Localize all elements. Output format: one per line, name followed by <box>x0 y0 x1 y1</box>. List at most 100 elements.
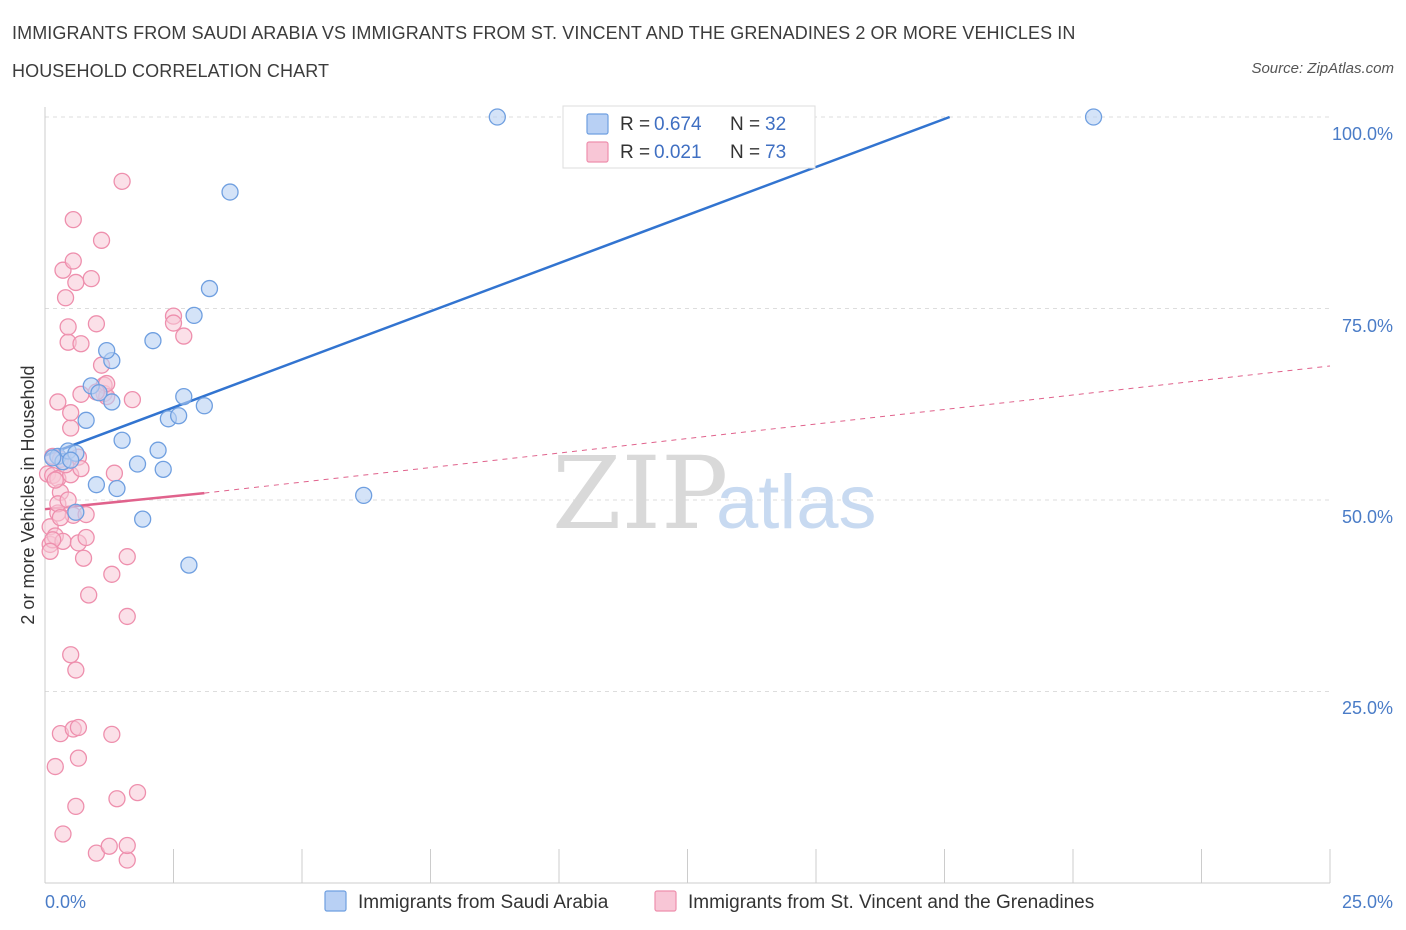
pink-point-56 <box>118 548 136 566</box>
axes <box>44 107 1331 884</box>
x-tick-labels: 0.0% 25.0% <box>45 892 1393 912</box>
pink-point-52 <box>103 565 121 583</box>
chart-title: IMMIGRANTS FROM SAUDI ARABIA VS IMMIGRAN… <box>12 23 1076 81</box>
y-tick-100: 100.0% <box>1332 124 1393 144</box>
blue-point-22 <box>185 306 203 325</box>
pink-point-66 <box>46 471 64 489</box>
blue-point-5 <box>77 411 95 429</box>
pink-point-22 <box>62 646 80 664</box>
pink-point-55 <box>113 172 131 190</box>
y-tick-labels: 100.0% 75.0% 50.0% 25.0% <box>1332 124 1393 718</box>
stats-legend-blue-swatch <box>586 113 609 135</box>
pink-point-7 <box>49 393 67 411</box>
series-legend: Immigrants from Saudi Arabia Immigrants … <box>324 890 1094 913</box>
blue-point-13 <box>98 341 116 360</box>
blue-point-8 <box>90 384 108 402</box>
blue-point-27 <box>355 486 373 505</box>
pink-point-34 <box>72 335 90 353</box>
blue-point-11 <box>113 431 131 449</box>
series-legend-pink-label: Immigrants from St. Vincent and the Gren… <box>688 892 1094 913</box>
blue-point-24 <box>200 279 219 298</box>
blue-point-29 <box>1084 108 1103 126</box>
pink-point-19 <box>62 419 80 437</box>
source-label: Source: ZipAtlas.com <box>1251 60 1394 77</box>
blue-point-18 <box>154 460 172 479</box>
pink-point-23 <box>64 252 82 270</box>
grid-lines <box>45 116 1330 692</box>
pink-point-69 <box>41 542 59 560</box>
pink-point-28 <box>67 661 85 679</box>
blue-points <box>44 108 1103 574</box>
stats-legend-pink-swatch <box>586 141 609 163</box>
pink-point-16 <box>56 289 75 307</box>
blue-point-21 <box>175 387 193 406</box>
blue-point-20 <box>169 407 188 425</box>
blue-point-10 <box>103 393 121 411</box>
pink-point-51 <box>103 725 121 744</box>
pink-point-42 <box>87 315 106 333</box>
blue-point-4 <box>67 503 85 521</box>
pink-trend-extension <box>204 365 1331 494</box>
pink-point-50 <box>100 837 118 855</box>
y-tick-50: 50.0% <box>1342 507 1393 527</box>
blue-point-23 <box>195 397 213 415</box>
pink-point-14 <box>54 825 72 843</box>
blue-point-7 <box>87 476 106 494</box>
stats-legend-pink-n-label: N = <box>730 142 760 163</box>
pink-point-37 <box>74 549 93 567</box>
pink-point-6 <box>46 757 64 776</box>
blue-point-26 <box>180 556 198 574</box>
blue-point-31 <box>62 451 80 469</box>
pink-point-68 <box>51 508 70 527</box>
pink-point-53 <box>105 464 124 482</box>
pink-point-41 <box>82 269 100 288</box>
blue-point-16 <box>144 332 162 350</box>
blue-point-17 <box>149 441 167 459</box>
pink-point-39 <box>77 528 95 547</box>
blue-point-25 <box>221 183 239 201</box>
series-legend-blue-label: Immigrants from Saudi Arabia <box>358 892 609 913</box>
y-tick-25: 25.0% <box>1342 698 1393 718</box>
blue-point-14 <box>128 455 147 473</box>
blue-point-28 <box>488 108 506 126</box>
pink-point-58 <box>118 851 136 869</box>
x-tick-25: 25.0% <box>1342 892 1393 912</box>
pink-point-30 <box>69 718 88 737</box>
stats-legend-pink-r-value: 0.021 <box>654 142 702 163</box>
pink-point-27 <box>67 273 85 292</box>
pink-point-29 <box>67 797 85 816</box>
pink-point-18 <box>59 318 77 336</box>
blue-trend-line <box>44 115 951 457</box>
x-tick-0: 0.0% <box>45 892 86 912</box>
blue-point-12 <box>108 479 126 498</box>
stats-legend-pink-n-value: 73 <box>765 142 786 163</box>
pink-point-40 <box>80 586 98 604</box>
pink-point-59 <box>123 391 142 409</box>
stats-legend-blue-r-value: 0.674 <box>654 114 702 135</box>
pink-point-63 <box>175 327 193 345</box>
watermark: ZIP atlas <box>552 435 877 552</box>
pink-point-45 <box>92 231 111 249</box>
watermark-zip: ZIP <box>552 435 728 552</box>
blue-point-15 <box>134 510 152 528</box>
stats-legend: R = 0.674 N = 32 R = 0.021 N = 73 <box>562 105 816 169</box>
pink-point-21 <box>62 404 80 422</box>
pink-point-64 <box>118 836 136 855</box>
pink-point-57 <box>118 607 136 626</box>
pink-point-31 <box>69 749 88 767</box>
stats-legend-blue-n-label: N = <box>730 114 760 135</box>
pink-points <box>38 172 193 869</box>
y-axis-title: 2 or more Vehicles in Household <box>18 365 38 624</box>
pink-point-71 <box>59 491 77 509</box>
stats-legend-pink-r-label: R = <box>620 142 650 163</box>
pink-point-54 <box>108 790 126 808</box>
pink-point-62 <box>164 314 183 332</box>
pink-point-26 <box>64 210 82 229</box>
stats-legend-blue-r-label: R = <box>620 114 650 135</box>
stats-legend-blue-n-value: 32 <box>765 114 786 135</box>
series-legend-pink-swatch <box>654 890 677 912</box>
pink-point-60 <box>128 783 147 802</box>
blue-point-30 <box>44 449 62 467</box>
y-tick-75: 75.0% <box>1342 316 1393 336</box>
